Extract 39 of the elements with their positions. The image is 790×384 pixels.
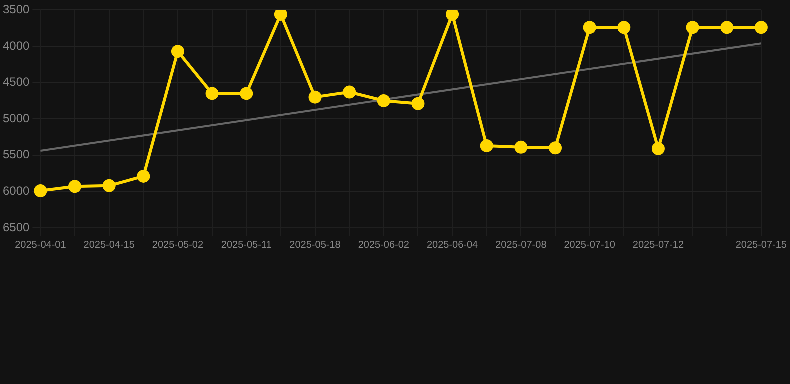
point (686, 21, 700, 34)
point (514, 140, 528, 154)
point (583, 21, 596, 34)
y-tick-label: 6500 (2, 220, 30, 234)
point (549, 142, 562, 155)
y-tick-label: 3500 (2, 2, 30, 17)
point (377, 94, 390, 108)
point (171, 45, 184, 58)
point (240, 87, 254, 100)
x-tick-label: 2025-05-18 (290, 240, 342, 251)
point (618, 21, 631, 34)
x-tick-label: 2025-07-15 (736, 240, 788, 251)
x-tick-label: 2025-05-02 (152, 240, 204, 251)
point (343, 86, 356, 99)
x-tick-label: 2025-07-08 (496, 240, 548, 251)
x-tick-label: 2025-06-02 (358, 240, 410, 251)
x-tick-label: 2025-07-10 (564, 240, 616, 251)
point (68, 180, 82, 194)
y-tick-label: 6000 (2, 184, 30, 198)
point (720, 21, 734, 34)
point (102, 179, 116, 192)
point (652, 142, 665, 156)
point (480, 139, 494, 152)
y-tick-label: 4500 (2, 75, 30, 90)
x-tick-label: 2025-05-11 (221, 240, 272, 251)
point (308, 90, 322, 104)
point (137, 170, 150, 183)
x-tick-label: 2025-07-12 (632, 240, 684, 251)
y-tick-label: 4000 (2, 38, 30, 53)
point (754, 21, 768, 34)
y-tick-label: 5500 (2, 148, 30, 162)
x-tick-label: 2025-04-01 (15, 240, 67, 251)
point (412, 97, 425, 110)
y-tick-label: 5000 (2, 111, 30, 126)
x-tick-label: 2025-06-04 (426, 240, 479, 251)
point (206, 87, 219, 100)
point (446, 10, 460, 22)
x-tick-label: 2025-04-15 (84, 240, 136, 251)
point (274, 10, 288, 22)
